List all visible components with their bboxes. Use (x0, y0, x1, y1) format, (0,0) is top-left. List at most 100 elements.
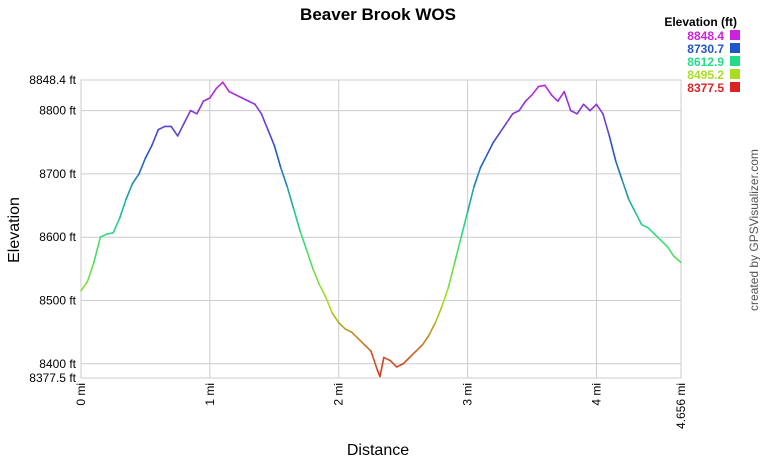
elevation-line (80, 81, 682, 378)
elevation-segment (627, 198, 636, 213)
x-tick-label: 1 mi (203, 383, 217, 406)
elevation-segment (518, 100, 527, 112)
elevation-segment (441, 287, 450, 308)
elevation-segment (531, 85, 540, 96)
legend-label: 8848.4 (687, 29, 724, 43)
elevation-segment (544, 84, 553, 96)
elevation-segment (299, 230, 308, 251)
elevation-segment (151, 128, 160, 147)
elevation-segment (260, 112, 269, 131)
elevation-segment (93, 236, 102, 264)
elevation-segment (202, 97, 211, 102)
elevation-segment (569, 109, 578, 115)
elevation-segment (254, 103, 263, 115)
elevation-segment (621, 179, 630, 201)
elevation-segment (595, 103, 604, 115)
elevation-segment (267, 128, 276, 147)
elevation-segment (337, 321, 346, 330)
elevation-segment (144, 144, 153, 159)
elevation-segment (589, 103, 598, 112)
elevation-segment (511, 109, 520, 115)
elevation-segment (492, 131, 501, 144)
elevation-segment (576, 103, 585, 115)
elevation-segment (228, 90, 237, 96)
elevation-segment (286, 185, 295, 210)
elevation-segment (363, 343, 372, 352)
elevation-segment (434, 306, 443, 324)
elevation-segment (672, 255, 682, 264)
y-tick-label: 8400 ft (39, 357, 76, 371)
elevation-segment (421, 334, 430, 346)
y-tick-label: 8800 ft (39, 104, 76, 118)
elevation-segment (112, 217, 121, 234)
elevation-segment (247, 100, 256, 106)
chart-title: Beaver Brook WOS (300, 5, 456, 24)
legend-swatch (730, 56, 740, 66)
x-tick-label: 3 mi (461, 383, 475, 406)
elevation-segment (505, 112, 514, 125)
legend-label: 8730.7 (687, 42, 724, 56)
elevation-segment (582, 103, 591, 112)
elevation-segment (379, 356, 385, 378)
x-tick-label: 0 mi (74, 383, 88, 406)
elevation-segment (99, 233, 108, 238)
elevation-segment (196, 100, 205, 115)
elevation-segment (524, 94, 533, 102)
elevation-segment (614, 160, 624, 182)
elevation-segment (460, 211, 469, 238)
elevation-segment (209, 87, 218, 99)
credit-text: created by GPSVisualizer.com (747, 149, 760, 311)
elevation-segment (602, 112, 611, 137)
elevation-segment (550, 94, 559, 102)
elevation-segment (660, 239, 669, 248)
elevation-segment (344, 328, 353, 333)
legend-label: 8377.5 (687, 81, 724, 95)
y-tick-label: 8600 ft (39, 230, 76, 244)
legend: Elevation (ft) 8848.48730.78612.98495.28… (664, 15, 740, 95)
elevation-segment (402, 356, 411, 365)
legend-swatch (730, 43, 740, 53)
elevation-segment (105, 231, 115, 235)
elevation-segment (453, 236, 462, 264)
elevation-segment (447, 261, 456, 289)
elevation-segment (273, 144, 282, 169)
elevation-segment (331, 312, 340, 324)
legend-swatch (730, 30, 740, 40)
legend-swatch (730, 69, 740, 79)
elevation-segment (176, 122, 185, 137)
elevation-segment (466, 185, 475, 213)
elevation-segment (473, 166, 482, 188)
elevation-segment (537, 84, 546, 88)
elevation-segment (428, 321, 437, 337)
elevation-segment (499, 122, 508, 134)
plot-frame (80, 79, 682, 379)
grid-lines (80, 79, 682, 379)
elevation-segment (557, 90, 566, 102)
elevation-segment (234, 94, 243, 99)
elevation-segment (138, 157, 147, 175)
elevation-segment (608, 135, 617, 163)
elevation-segment (357, 337, 366, 346)
elevation-segment (86, 261, 95, 283)
legend-title: Elevation (ft) (664, 15, 737, 29)
x-axis-title: Distance (347, 442, 409, 459)
y-axis-title: Elevation (6, 197, 23, 263)
elevation-segment (389, 359, 398, 368)
x-tick-labels: 0 mi 1 mi 2 mi 3 mi 4 mi 4.656 mi (74, 383, 688, 429)
elevation-segment (395, 362, 404, 368)
elevation-segment (647, 226, 656, 235)
elevation-segment (486, 141, 495, 156)
elevation-segment (189, 109, 198, 115)
elevation-segment (415, 343, 424, 352)
y-tick-label: 8377.5 ft (29, 371, 76, 385)
elevation-segment (312, 268, 321, 286)
elevation-segment (350, 331, 359, 340)
elevation-segment (370, 350, 379, 371)
elevation-segment (183, 109, 192, 125)
elevation-segment (131, 173, 140, 185)
elevation-segment (118, 198, 127, 220)
y-tick-label: 8500 ft (39, 293, 76, 307)
legend-label: 8495.2 (687, 68, 724, 82)
